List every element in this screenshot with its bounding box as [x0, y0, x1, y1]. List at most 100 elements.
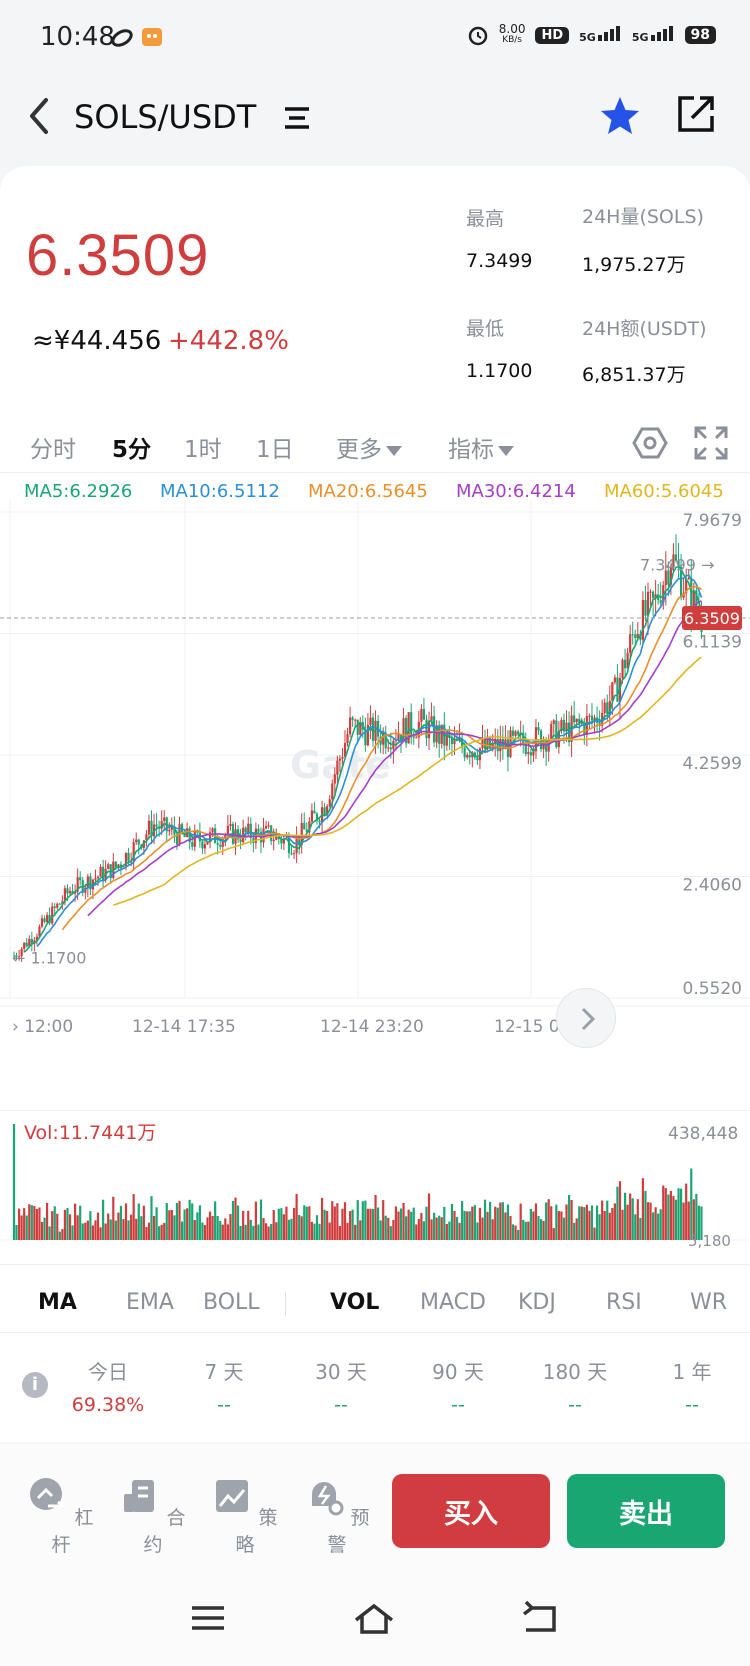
candle-body: [45, 914, 49, 923]
candle-body: [287, 837, 291, 854]
candle-body: [308, 821, 311, 833]
volume-bar: [206, 1217, 209, 1240]
last-price: 6.3509: [26, 223, 210, 288]
candle-body: [690, 577, 693, 615]
scroll-latest-button[interactable]: [556, 988, 616, 1048]
net-speed: 8.00 KB/s: [498, 22, 526, 45]
indicator-vol[interactable]: VOL: [330, 1290, 380, 1315]
menu-nav-icon[interactable]: [186, 1600, 230, 1636]
candle-body: [17, 956, 21, 958]
volume-bar: [631, 1198, 634, 1240]
volume-bar: [142, 1205, 145, 1240]
volume-bar: [15, 1224, 18, 1240]
candle-body: [96, 876, 100, 879]
volume-bar: [308, 1206, 311, 1240]
pair-title[interactable]: SOLS/USDT: [74, 98, 257, 136]
favorite-star-icon[interactable]: [598, 94, 642, 138]
candle-body: [682, 593, 685, 598]
low-label: 最低: [466, 318, 505, 340]
candle-body: [649, 591, 652, 593]
volume-bar: [193, 1220, 196, 1240]
volume-bar: [247, 1210, 250, 1240]
volume-bar: [598, 1214, 601, 1240]
volume-bar: [636, 1199, 639, 1240]
volume-bar: [12, 1124, 16, 1240]
candle-body: [476, 757, 479, 761]
volume-bar: [285, 1206, 288, 1240]
volume-bar: [155, 1207, 158, 1240]
volume-bar: [641, 1178, 644, 1240]
ma10-label: MA10:6.5112: [160, 481, 280, 502]
volume-bar: [298, 1214, 301, 1240]
info-icon[interactable]: i: [22, 1372, 48, 1398]
share-icon[interactable]: [676, 94, 716, 134]
candle-body: [298, 837, 301, 846]
candle-body: [356, 719, 359, 735]
tab-more[interactable]: 更多: [336, 430, 402, 464]
candle-body: [608, 700, 611, 714]
volume-bar: [550, 1206, 553, 1240]
candle-body: [147, 820, 151, 835]
margin-tool[interactable]: 杠杆: [26, 1476, 96, 1557]
candle-body: [318, 820, 321, 823]
volume-bar: [491, 1219, 494, 1240]
candle-body: [695, 590, 698, 610]
candle-body: [603, 702, 606, 713]
volume-bar: [392, 1220, 395, 1240]
indicator-kdj[interactable]: KDJ: [518, 1290, 556, 1315]
volume-bar: [438, 1215, 441, 1240]
sell-button[interactable]: 卖出: [567, 1474, 725, 1548]
alert-tool[interactable]: 预警: [302, 1476, 372, 1557]
volume-bar: [499, 1202, 502, 1240]
volume-bar: [542, 1220, 545, 1240]
tab-indicators[interactable]: 指标: [448, 430, 514, 464]
volume-bar: [565, 1204, 568, 1240]
volume-bar: [252, 1225, 255, 1240]
candle-body: [354, 719, 357, 721]
candle-body: [160, 821, 163, 829]
volume-bar: [323, 1209, 326, 1240]
candle-body: [483, 738, 487, 750]
tab-1hour[interactable]: 1时: [184, 437, 222, 463]
candle-body: [389, 747, 392, 750]
volume-bar: [504, 1212, 507, 1240]
indicator-ma[interactable]: MA: [38, 1290, 77, 1315]
candle-body: [15, 955, 18, 957]
candle-body: [315, 813, 319, 821]
volume-bar: [618, 1181, 622, 1240]
back-arrow-icon[interactable]: [24, 94, 58, 138]
candle-body: [359, 722, 362, 735]
tab-1day[interactable]: 1日: [256, 437, 294, 463]
strategy-tool[interactable]: 策略: [210, 1476, 280, 1557]
buy-button[interactable]: 买入: [392, 1474, 550, 1548]
indicator-ema[interactable]: EMA: [126, 1290, 174, 1315]
tab-timeline[interactable]: 分时: [30, 437, 76, 463]
volume-bar: [343, 1202, 347, 1240]
indicator-wr[interactable]: WR: [690, 1290, 728, 1315]
volume-bar: [588, 1210, 591, 1240]
home-nav-icon[interactable]: [352, 1600, 396, 1636]
indicator-macd[interactable]: MACD: [420, 1290, 486, 1315]
volume-bar: [379, 1220, 382, 1240]
indicator-boll[interactable]: BOLL: [203, 1290, 260, 1315]
indicator-rsi[interactable]: RSI: [606, 1290, 642, 1315]
volume-bar: [659, 1209, 662, 1240]
amount-24h-label: 24H额(USDT): [582, 318, 707, 340]
fullscreen-icon[interactable]: [694, 426, 728, 460]
volume-bar: [356, 1200, 359, 1240]
tab-5min[interactable]: 5分: [112, 437, 152, 463]
candle-body: [657, 594, 660, 601]
candlestick-chart[interactable]: 7.9679 6.1139 4.2599 2.4060 0.5520 › 12:00 12-…: [0, 500, 750, 1100]
futures-tool[interactable]: 合约: [118, 1476, 188, 1557]
candle-body: [621, 659, 624, 679]
volume-bar: [679, 1188, 683, 1240]
volume-bar: [137, 1203, 140, 1240]
volume-bar: [259, 1199, 263, 1240]
volume-bar: [196, 1212, 199, 1240]
chart-settings-icon[interactable]: [632, 425, 668, 461]
candle-body: [534, 727, 538, 752]
volume-bar: [412, 1207, 415, 1240]
pair-switch-icon[interactable]: [283, 104, 311, 132]
back-nav-icon[interactable]: [518, 1600, 562, 1636]
candle-body: [331, 783, 334, 800]
